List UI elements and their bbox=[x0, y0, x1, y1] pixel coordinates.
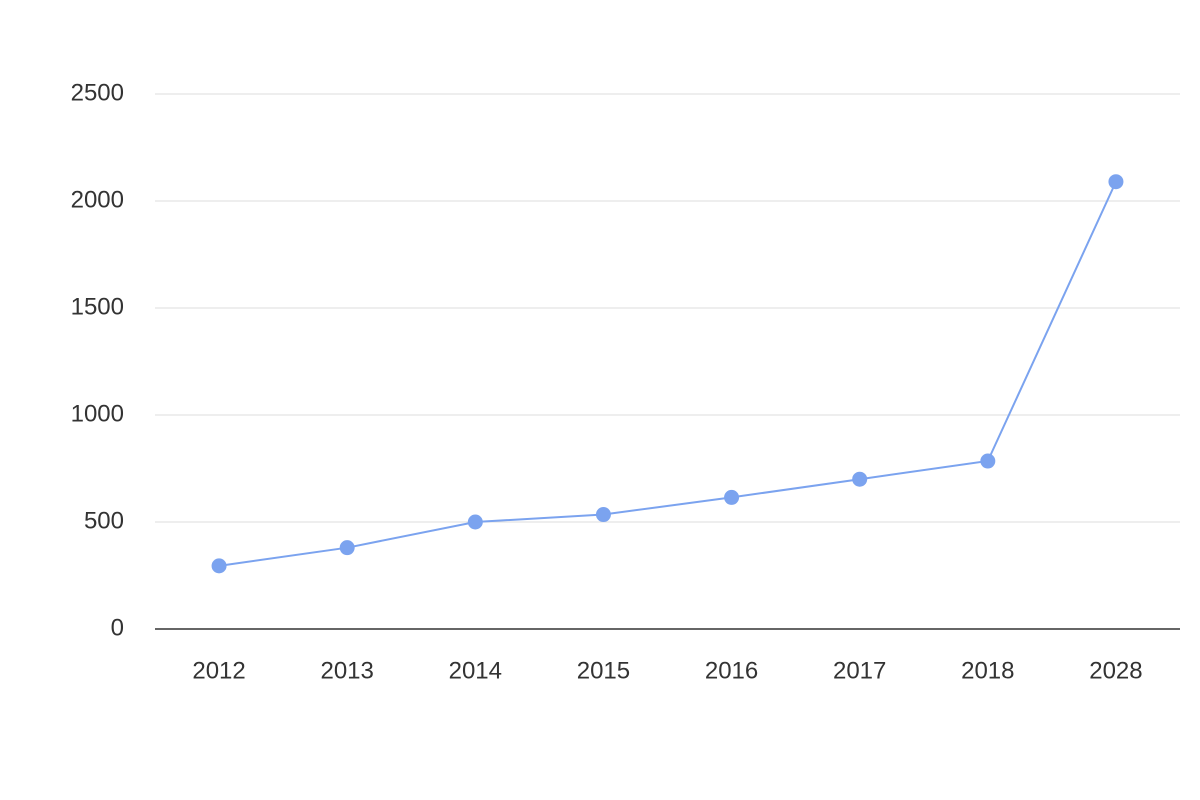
x-tick-label: 2013 bbox=[320, 657, 373, 684]
x-tick-label: 2012 bbox=[192, 657, 245, 684]
x-tick-label: 2016 bbox=[705, 657, 758, 684]
y-tick-label: 1000 bbox=[71, 400, 124, 427]
y-tick-label: 2000 bbox=[71, 186, 124, 213]
x-tick-label: 2028 bbox=[1089, 657, 1142, 684]
x-tick-label: 2017 bbox=[833, 657, 886, 684]
data-point bbox=[339, 540, 355, 556]
x-tick-label: 2014 bbox=[449, 657, 502, 684]
y-tick-label: 500 bbox=[84, 507, 124, 534]
y-tick-label: 0 bbox=[111, 614, 124, 641]
y-tick-label: 1500 bbox=[71, 293, 124, 320]
data-point bbox=[724, 489, 740, 505]
y-tick-label: 2500 bbox=[71, 79, 124, 106]
data-point bbox=[852, 471, 868, 487]
x-tick-label: 2015 bbox=[577, 657, 630, 684]
data-point bbox=[1108, 174, 1124, 190]
x-tick-label: 2018 bbox=[961, 657, 1014, 684]
data-line bbox=[218, 181, 1117, 567]
data-point bbox=[595, 507, 611, 523]
data-point bbox=[211, 558, 227, 574]
data-point bbox=[467, 514, 483, 530]
data-point bbox=[980, 453, 996, 469]
